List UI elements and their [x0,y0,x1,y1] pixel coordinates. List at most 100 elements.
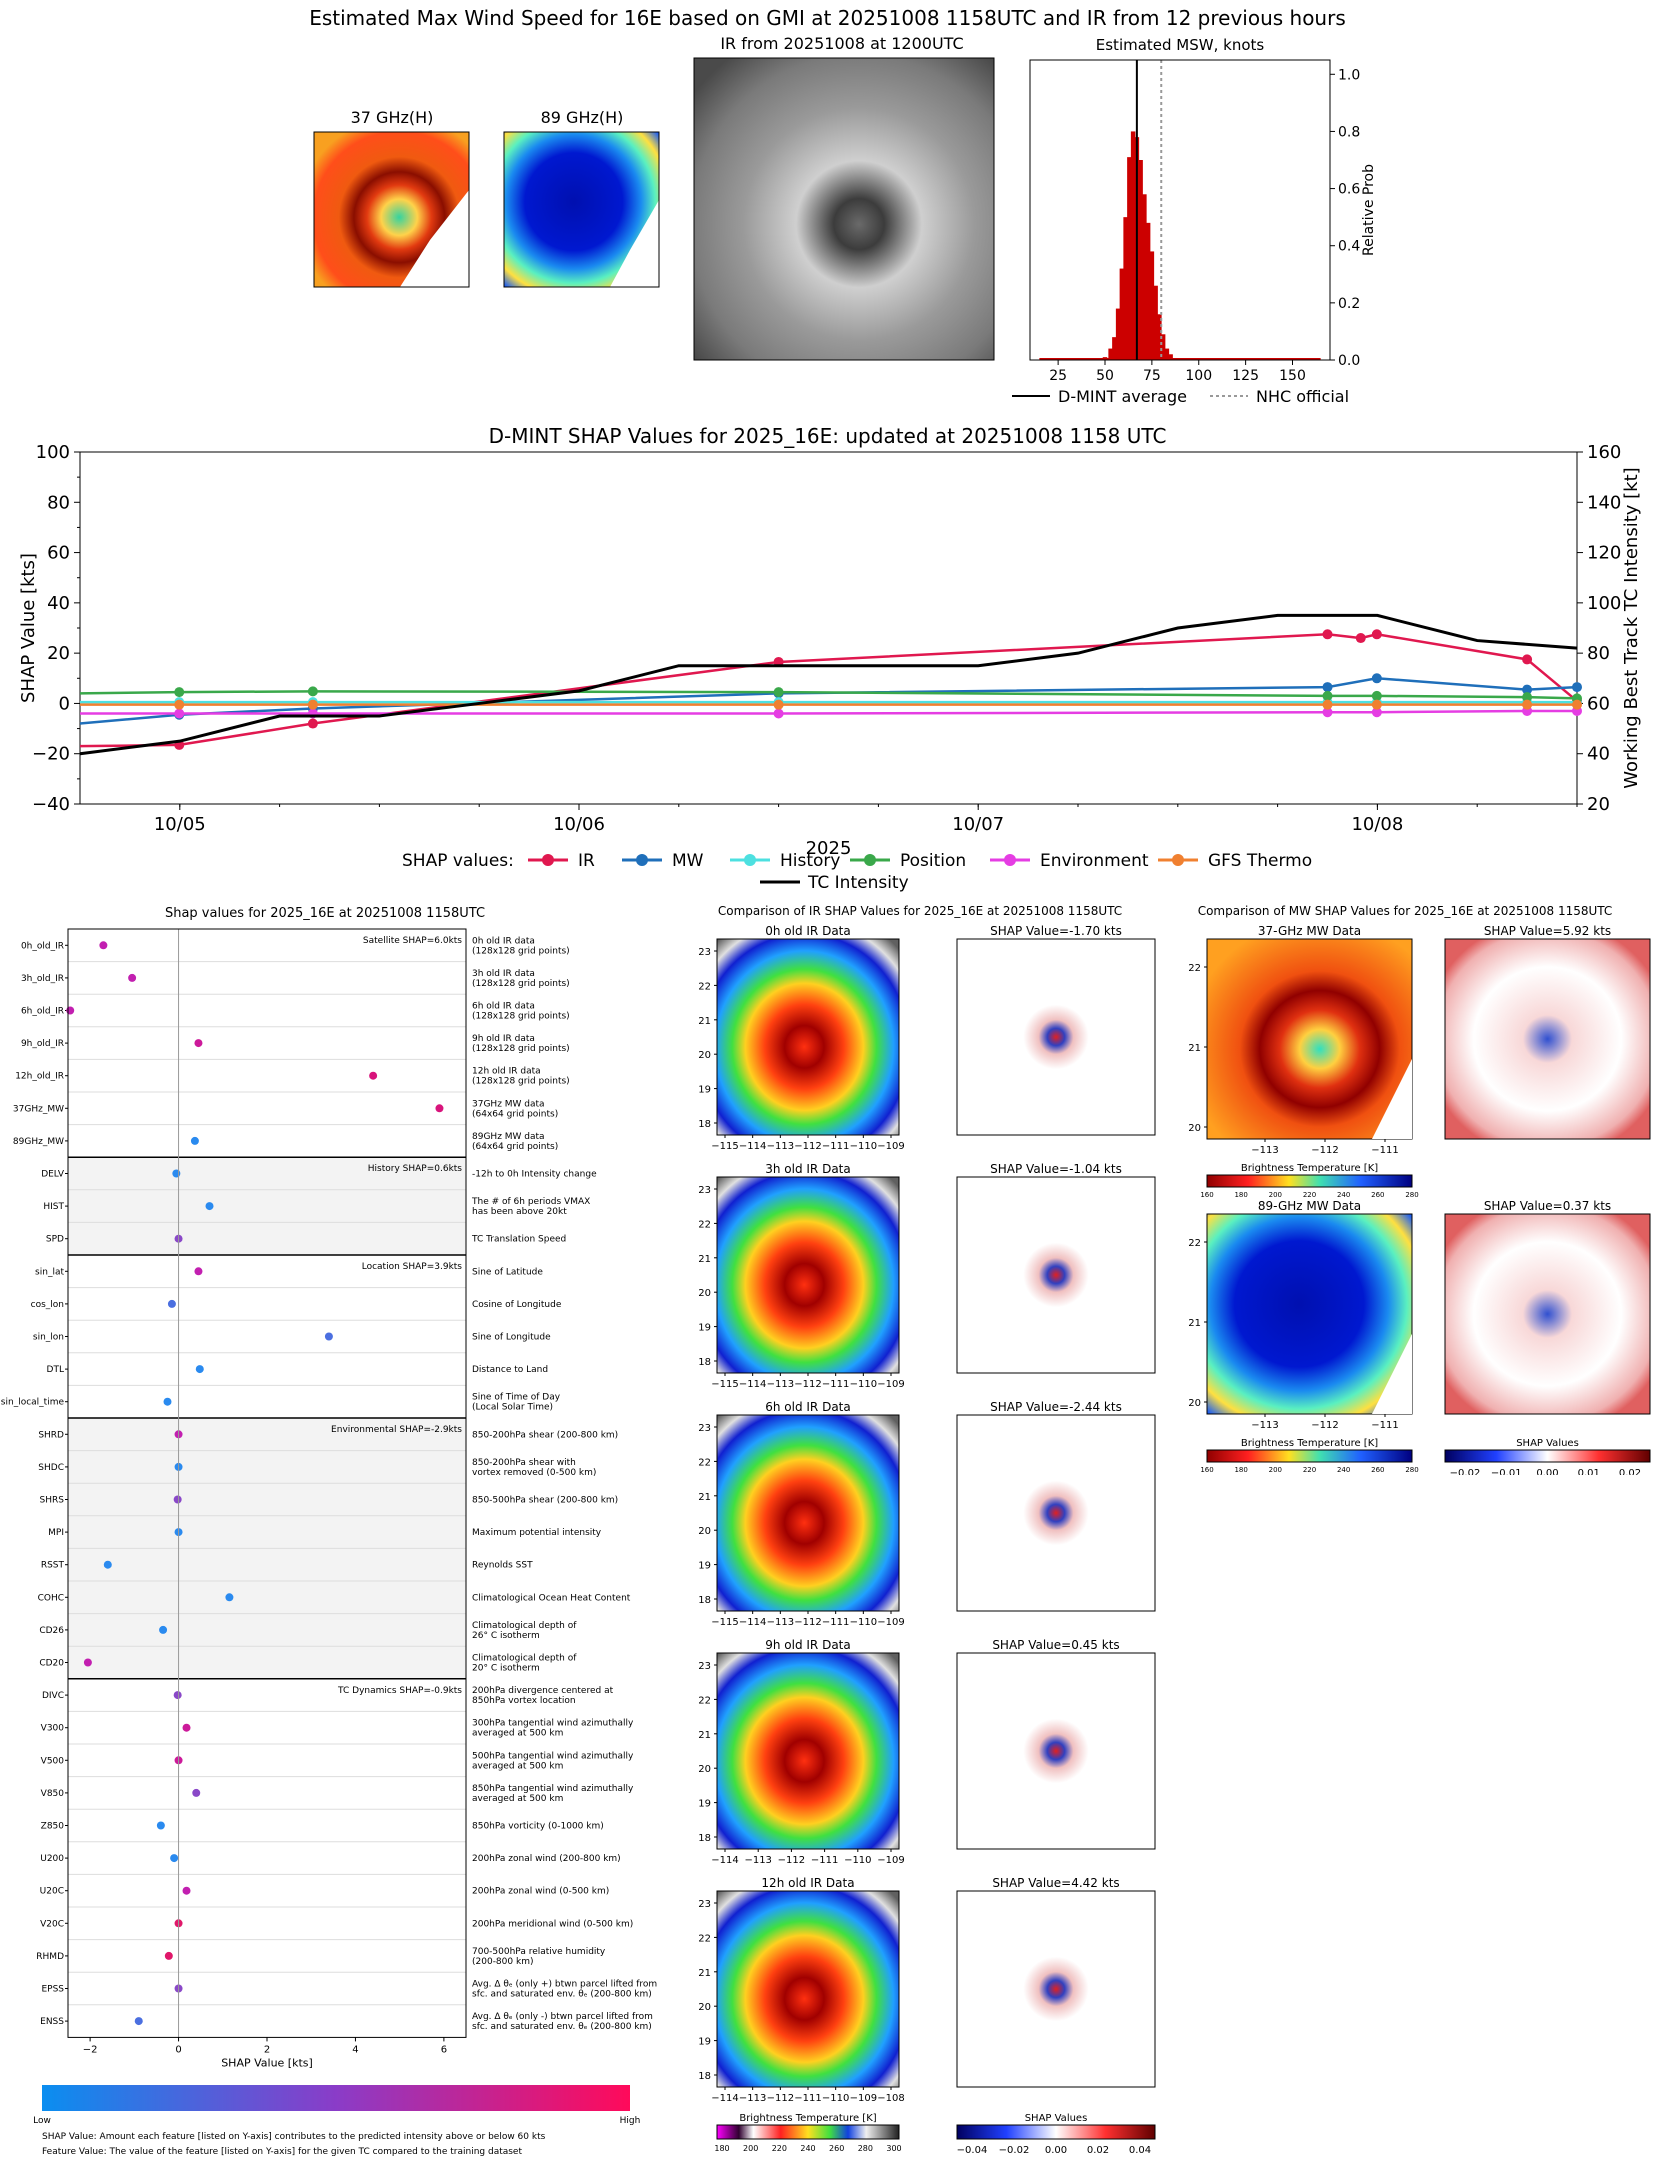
mw-xtick-label: −112 [1311,1145,1338,1156]
mw-bt-tick: 260 [1371,1191,1384,1199]
ts-y2tick-label: 40 [1587,744,1610,765]
ts-legend-label: Position [900,851,966,871]
mw-shap-tick: −0.02 [1450,1468,1481,1475]
series-point-gfs-thermo [1572,699,1582,710]
mw-bt-tick: 240 [1337,1466,1350,1474]
ir-xtick-label: −109 [850,2093,877,2104]
hist-bar-3 [1115,308,1121,360]
mw37-swath-edge [400,190,469,287]
mw-bt-tick: 200 [1269,1191,1282,1199]
ir-xtick-label: −113 [767,1141,794,1152]
mw-shap-tick: 0.02 [1619,1468,1641,1475]
ir-xtick-label: −113 [739,2093,766,2104]
ir-xtick-label: −115 [711,1379,738,1390]
feature-description: Climatological depth of [472,1621,577,1631]
ir-row-label: 3h old IR Data [765,1162,851,1176]
ts-xtick-label: 10/07 [952,814,1004,835]
ir-ytick-label: 20 [698,1526,711,1537]
ts-legend-marker [1004,854,1016,866]
ir-ytick-label: 19 [698,1561,711,1572]
feature-description: 200hPa zonal wind (200-800 km) [472,1854,621,1864]
feature-description: averaged at 500 km [472,1794,563,1804]
feature-name: sin_local_time [1,1398,65,1408]
ir-xtick-label: −113 [767,1617,794,1628]
ir-xtick-label: −108 [877,2093,904,2104]
group-label: Location SHAP=3.9kts [362,1262,463,1272]
series-point-ir [307,718,318,729]
mw-shap-map-0 [1444,938,1651,1140]
feature-name: Z850 [41,1822,65,1832]
ir-shap-map-2 [956,1414,1156,1612]
feature-description: (128x128 grid points) [472,946,570,956]
hist-bar-1 [1108,348,1113,360]
ts-y2label: Working Best Track TC Intensity [kt] [1621,467,1642,788]
feature-name: COHC [38,1593,64,1603]
mw-ytick-label: 20 [1188,1398,1201,1409]
feature-shap-point [170,1854,179,1863]
ts-ytick-label: 0 [59,693,70,714]
feature-name: RSST [41,1561,65,1571]
feature-description: sfc. and saturated env. θₑ (200-800 km) [472,2022,652,2032]
ts-legend-label: MW [672,851,704,871]
feature-shap-point [159,1625,168,1634]
group-label: Environmental SHAP=-2.9kts [331,1425,462,1435]
mw-shap-tick: 0.01 [1578,1468,1600,1475]
series-point-ir [1522,654,1533,665]
ir-xtick-label: −114 [739,1141,766,1152]
hist-bar-11 [1145,222,1151,360]
feature-name: 6h_old_IR [21,1007,64,1017]
ir-image-1 [716,1176,900,1374]
series-point-ir [1322,629,1333,640]
ir-xtick-label: −112 [794,1617,821,1628]
ir-xtick-label: −113 [767,1379,794,1390]
ir-bt-colorbar [716,2124,900,2140]
feature-description: 20° C isotherm [472,1664,540,1674]
mw-shap-tick: −0.01 [1491,1468,1522,1475]
ir-bt-tick: 220 [772,2144,787,2153]
feature-shap-point [205,1202,214,1211]
colorbar-note-shap: SHAP Value: Amount each feature [listed … [42,2132,546,2142]
ts-ytick-label: 60 [47,543,70,564]
series-line-position [79,690,1578,700]
mw-bt-colorbar [1206,1174,1413,1188]
ir-ytick-label: 20 [698,2002,711,2013]
feature-name: SHRS [40,1496,65,1506]
ir-xtick-label: −115 [711,1617,738,1628]
ir-bt-tick: 260 [829,2144,844,2153]
hist-bar-13 [1153,285,1158,360]
feature-description: 850-200hPa shear with [472,1458,576,1468]
feature-description: 89GHz MW data [472,1132,545,1142]
mw-bt-tick: 220 [1303,1191,1316,1199]
series-point-environment [174,708,185,719]
feature-description: 200hPa meridional wind (0-500 km) [472,1919,633,1929]
feature-description: (64x64 grid points) [472,1142,558,1152]
mw-shap-colorbar [1444,1449,1651,1463]
mw-bt-tick: 160 [1200,1466,1213,1474]
ir-image-2 [716,1414,900,1612]
mw-xtick-label: −113 [1251,1420,1278,1431]
feature-description: (200-800 km) [472,1957,533,1967]
ir-image-0 [716,938,900,1136]
feature-name: SHRD [38,1430,64,1440]
series-point-position [1322,690,1333,701]
ir-bt-tick: 200 [743,2144,758,2153]
ir-ytick-label: 18 [698,1119,711,1130]
ir-bt-tick: 180 [714,2144,729,2153]
mw-bt-tick: 260 [1371,1466,1384,1474]
feature-description: Climatological depth of [472,1654,577,1664]
shap-colorbar [42,2085,630,2111]
ir-image-4 [716,1890,900,2088]
series-point-gfs-thermo [174,699,185,710]
feature-shap-point [99,941,108,950]
mw-image-0 [1206,938,1413,1140]
ir-xtick-label: −113 [744,1855,771,1866]
ir-ytick-label: 22 [698,981,711,992]
ir-shap-tick: −0.02 [999,2145,1030,2156]
feature-description: Sine of Longitude [472,1333,551,1343]
top-panels: 25 50 75 100 125 150 0.0 0.2 0.4 0.6 0.8 1.0 Relativ… [313,57,1377,406]
ts-legend-marker [864,854,876,866]
feature-shap-point [195,1365,204,1374]
ir-xtick-label: −112 [778,1855,805,1866]
scatter-xtick-label: 2 [264,2044,270,2055]
